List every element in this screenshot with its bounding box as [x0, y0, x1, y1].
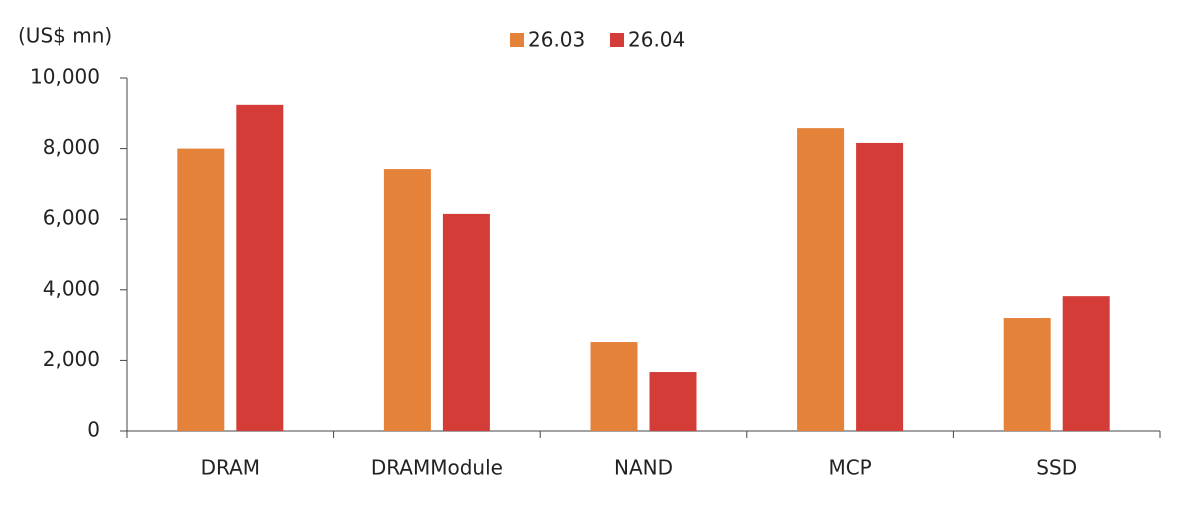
x-tick-label: NAND [614, 456, 673, 480]
bar [797, 128, 845, 431]
x-tick-label: SSD [1036, 456, 1077, 480]
x-tick-label: DRAMModule [371, 456, 503, 480]
x-tick-label: MCP [828, 456, 871, 480]
y-tick-label: 10,000 [30, 65, 100, 89]
y-tick-label: 6,000 [43, 206, 100, 230]
y-tick-label: 8,000 [43, 135, 100, 159]
legend-swatch [510, 33, 524, 47]
bar [1003, 318, 1051, 431]
bar [1062, 296, 1110, 431]
bar [442, 213, 490, 431]
bar [649, 372, 697, 431]
x-tick-label: DRAM [201, 456, 260, 480]
bar [856, 142, 904, 431]
bar [383, 169, 431, 431]
legend-swatch [610, 33, 624, 47]
y-tick-label: 4,000 [43, 276, 100, 300]
y-tick-label: 2,000 [43, 347, 100, 371]
legend-label: 26.03 [528, 28, 585, 52]
bar [236, 104, 284, 431]
unit-label: (US$ mn) [18, 24, 112, 48]
legend-label: 26.04 [628, 28, 685, 52]
bar [177, 148, 225, 431]
y-tick-label: 0 [87, 418, 100, 442]
bar [590, 342, 638, 431]
